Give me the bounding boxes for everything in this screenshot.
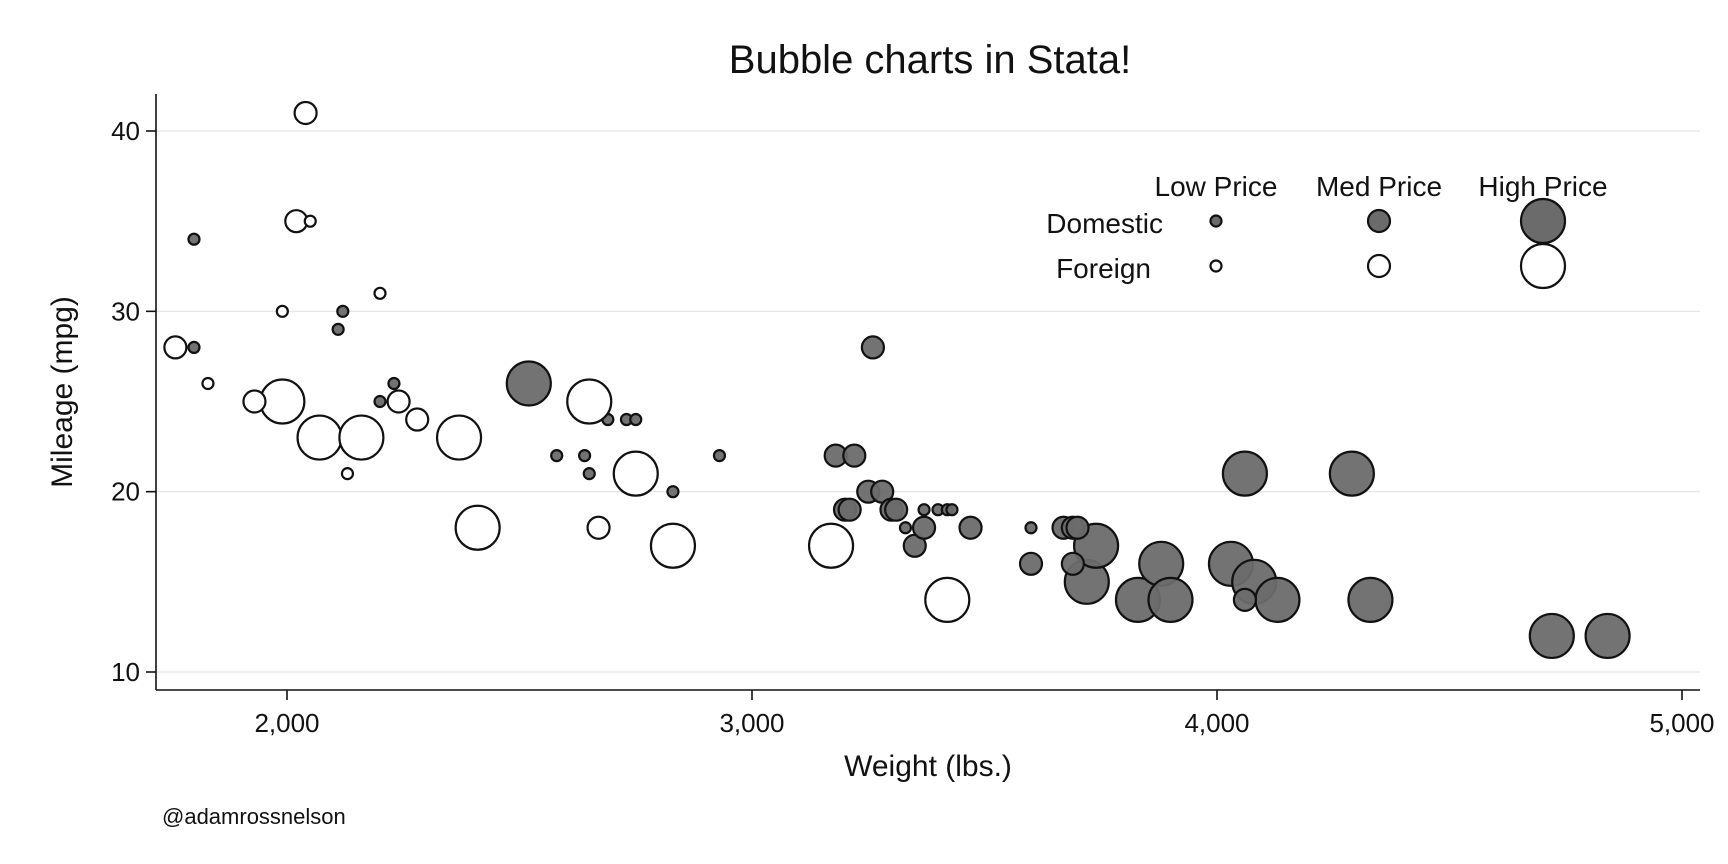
domestic-bubble (1528, 612, 1575, 660)
domestic-bubble (712, 449, 727, 463)
x-axis-ticks: 2,000 3,000 4,000 5,000 (254, 690, 1715, 738)
legend-marker-domestic-low-price (1209, 214, 1223, 228)
domestic-bubble (550, 449, 564, 463)
chart-title: Bubble charts in Stata! (729, 38, 1131, 82)
legend-row-foreign: Foreign (1056, 253, 1151, 284)
x-tick-label: 3,000 (719, 708, 784, 738)
domestic-bubble (1232, 587, 1258, 612)
domestic-bubble (911, 515, 937, 540)
legend-row-domestic: Domestic (1046, 208, 1163, 239)
foreign-series (163, 100, 971, 623)
y-tick-label: 20 (111, 477, 140, 507)
domestic-bubble (582, 467, 596, 481)
gridlines (156, 130, 1700, 673)
y-tick-label: 30 (111, 296, 140, 326)
domestic-bubble (1221, 450, 1269, 497)
foreign-bubble (586, 515, 611, 540)
domestic-series (187, 232, 1631, 660)
foreign-bubble (435, 414, 483, 461)
legend-marker-foreign-low-price (1209, 259, 1223, 273)
x-axis-label: Weight (lbs.) (844, 750, 1012, 783)
foreign-bubble (373, 286, 387, 300)
domestic-bubble (884, 497, 909, 522)
domestic-bubble (1065, 515, 1090, 540)
domestic-bubble (187, 232, 201, 246)
domestic-bubble (837, 497, 862, 522)
legend-markers (1209, 197, 1567, 290)
domestic-bubble (917, 503, 931, 517)
domestic-bubble (1024, 521, 1038, 535)
legend-col-med-price: Med Price (1316, 171, 1442, 202)
domestic-bubble (1147, 576, 1194, 623)
domestic-bubble (945, 503, 959, 517)
legend-col-low-price: Low Price (1155, 171, 1278, 202)
foreign-bubble (386, 389, 411, 414)
domestic-bubble (187, 340, 201, 354)
domestic-bubble (1060, 551, 1085, 576)
foreign-bubble (566, 378, 613, 425)
foreign-bubble (924, 576, 971, 623)
domestic-bubble (373, 394, 387, 409)
y-axis-ticks: 10 20 30 40 (111, 116, 156, 687)
x-tick-label: 5,000 (1649, 708, 1714, 738)
foreign-bubble (338, 414, 385, 461)
legend-col-high-price: High Price (1478, 171, 1607, 202)
credit-text: @adamrossnelson (162, 804, 346, 829)
domestic-bubble (505, 360, 552, 407)
domestic-bubble (898, 521, 913, 535)
foreign-bubble (303, 214, 317, 228)
y-axis-label: Mileage (mpg) (46, 296, 79, 488)
domestic-bubble (860, 335, 886, 360)
legend-marker-foreign-med-price (1366, 253, 1392, 279)
foreign-bubble (259, 378, 306, 425)
foreign-bubble (296, 414, 343, 461)
legend-marker-domestic-med-price (1366, 208, 1392, 234)
x-tick-label: 2,000 (254, 708, 319, 738)
domestic-bubble (336, 304, 350, 318)
foreign-bubble (649, 522, 697, 569)
domestic-bubble (666, 485, 680, 499)
domestic-bubble (1328, 450, 1375, 497)
domestic-bubble (1347, 576, 1394, 623)
y-tick-label: 40 (111, 116, 140, 146)
foreign-bubble (405, 407, 430, 432)
foreign-bubble (807, 522, 855, 569)
y-tick-label: 10 (111, 657, 140, 687)
foreign-bubble (275, 304, 289, 318)
domestic-bubble (387, 376, 401, 391)
foreign-bubble (293, 100, 318, 126)
foreign-bubble (242, 389, 267, 414)
x-tick-label: 4,000 (1184, 708, 1249, 738)
domestic-bubble (1584, 612, 1631, 660)
foreign-bubble (163, 335, 188, 360)
foreign-bubble (612, 450, 659, 497)
foreign-bubble (340, 467, 355, 481)
domestic-bubble (1254, 576, 1301, 623)
domestic-bubble (629, 412, 643, 427)
legend-marker-domestic-high-price (1519, 197, 1567, 245)
domestic-bubble (1018, 551, 1044, 576)
domestic-bubble (958, 515, 983, 540)
legend-marker-foreign-high-price (1519, 242, 1567, 290)
domestic-bubble (577, 449, 592, 463)
domestic-bubble (842, 443, 867, 468)
domestic-bubble (331, 322, 345, 336)
foreign-bubble (201, 376, 215, 391)
legend: Low Price Med Price High Price Domestic … (1046, 171, 1608, 290)
foreign-bubble (454, 504, 501, 551)
